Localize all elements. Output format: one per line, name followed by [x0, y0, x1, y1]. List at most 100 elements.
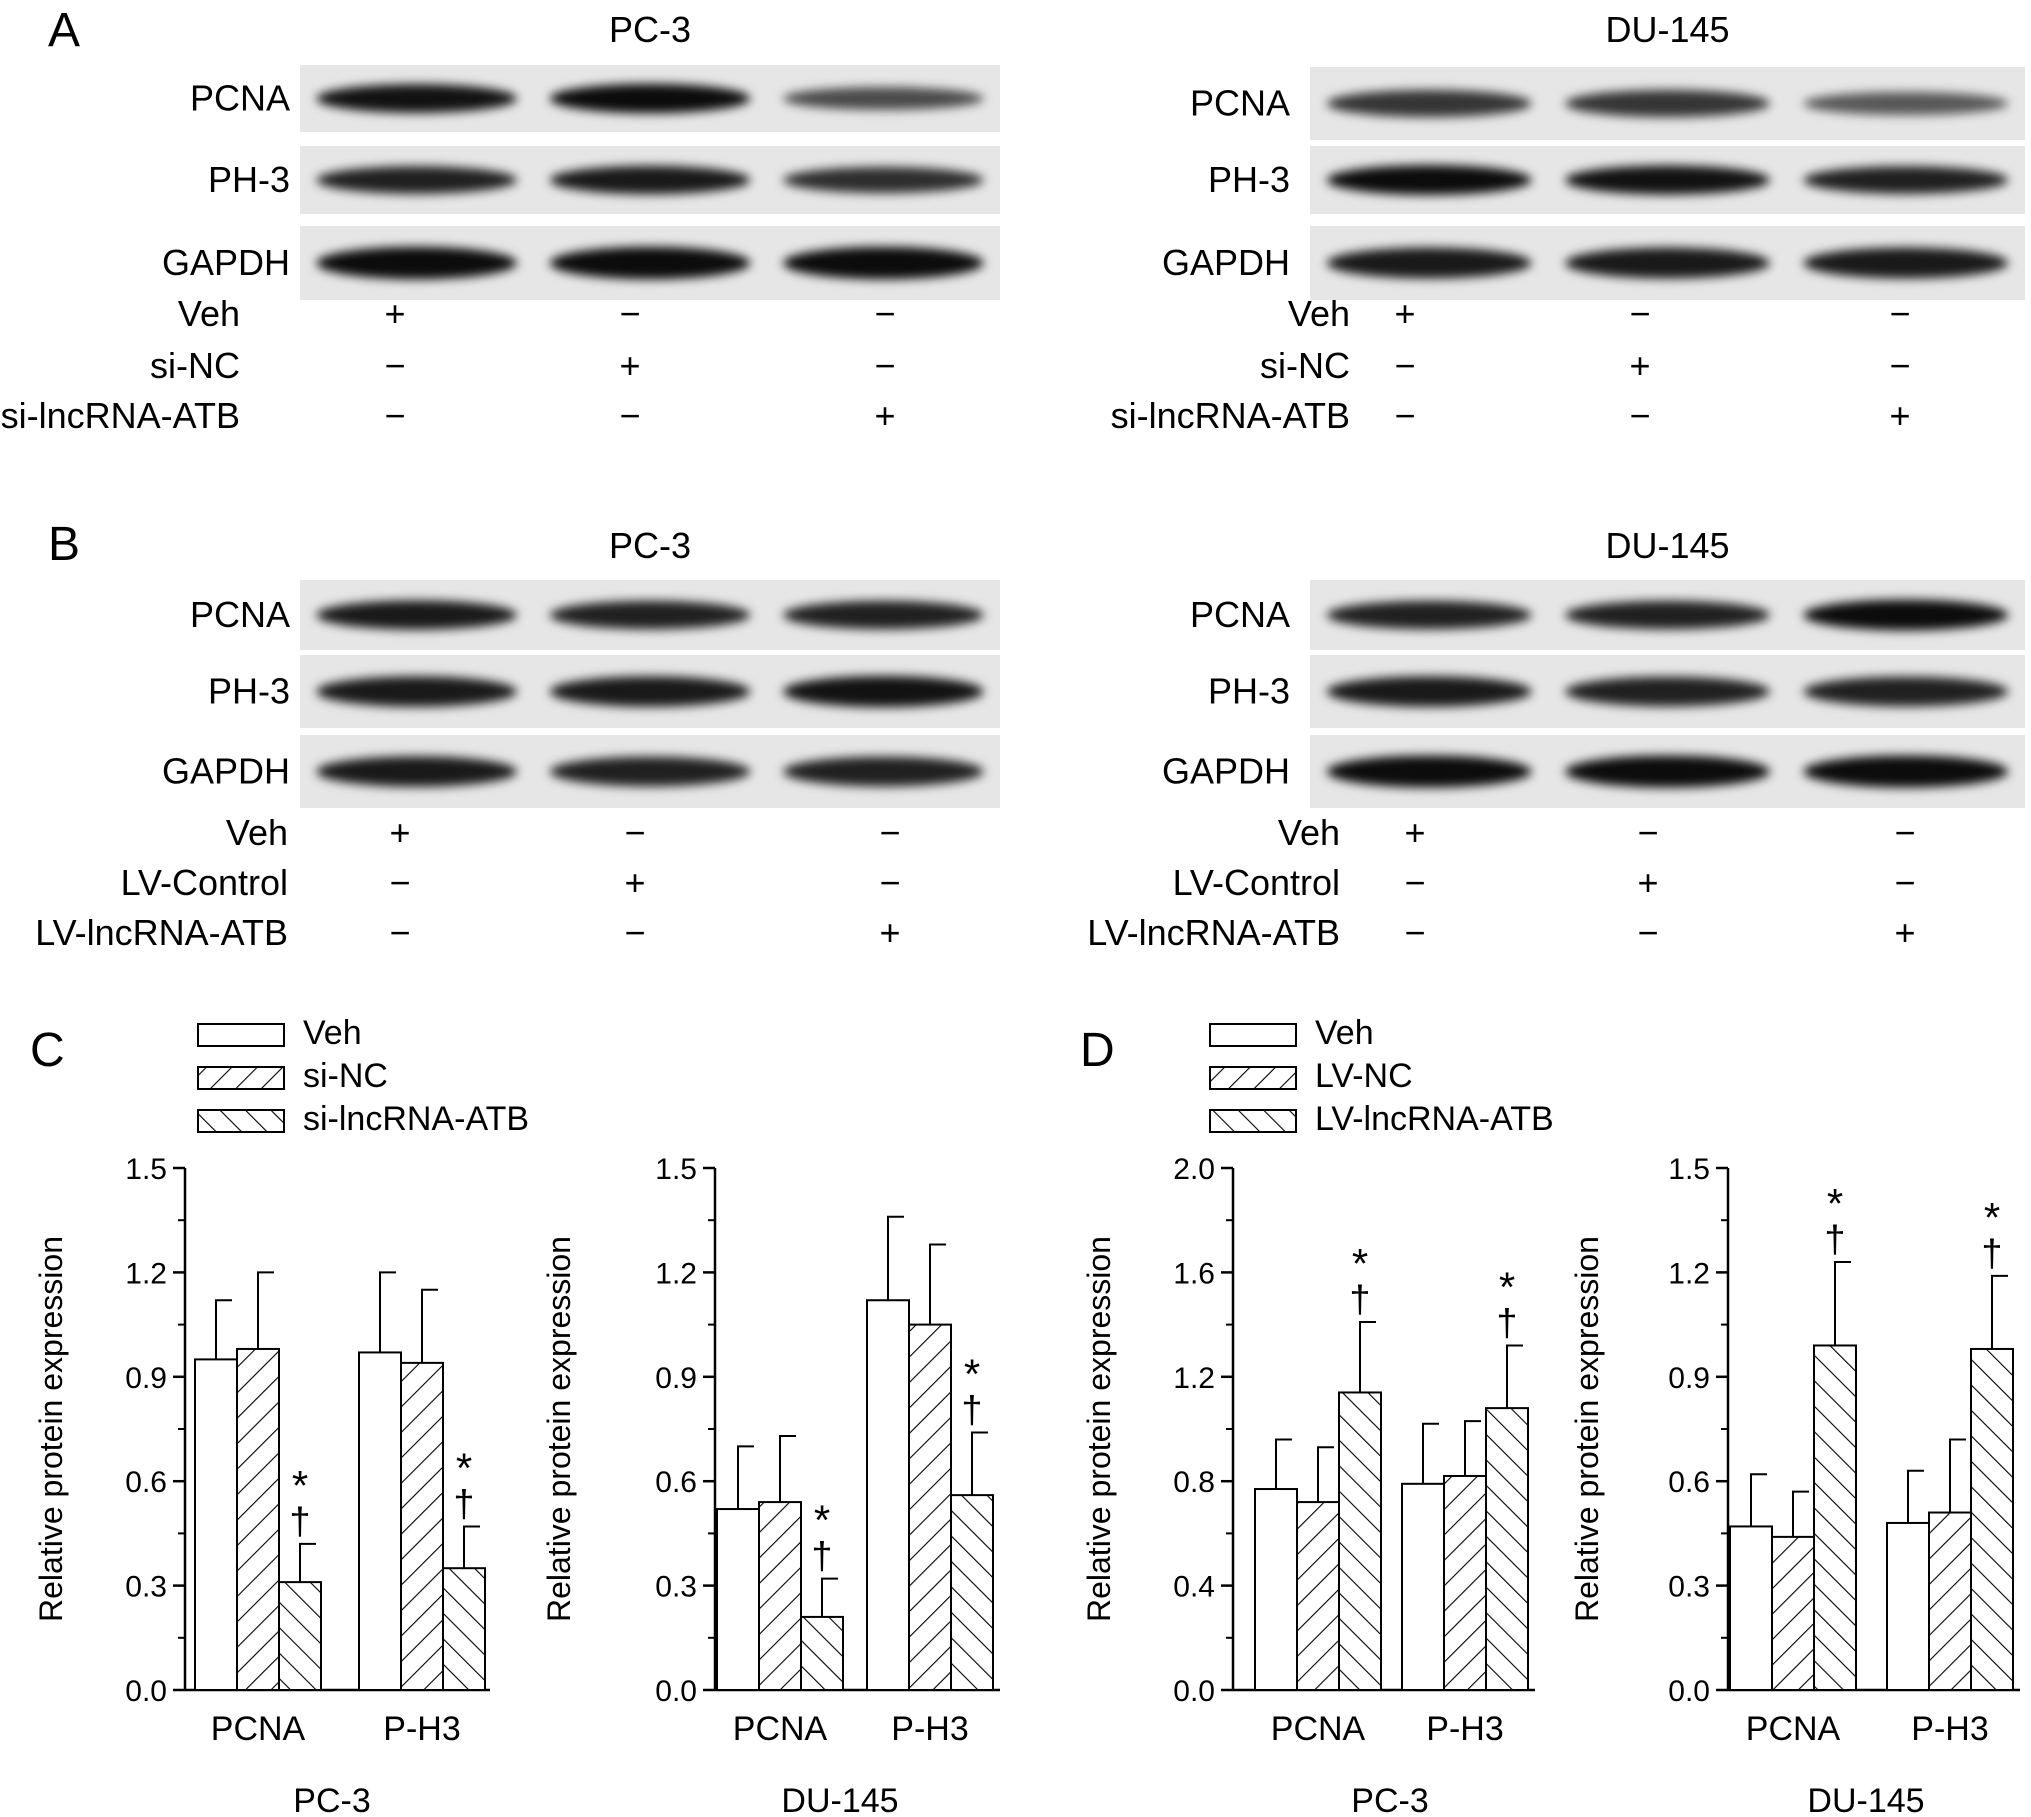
y-tick-label: 0.6: [655, 1466, 697, 1499]
minus-sign: −: [1637, 812, 1658, 853]
bar: [358, 1351, 402, 1691]
legend-swatch: [1209, 1109, 1297, 1133]
minus-sign: −: [1394, 395, 1415, 436]
significance-dagger: †: [1349, 1279, 1370, 1321]
significance-star: *: [814, 1497, 830, 1544]
plus-sign: +: [619, 345, 640, 386]
bar: [758, 1501, 802, 1691]
bar: [442, 1567, 486, 1691]
bar: [1338, 1391, 1382, 1691]
y-tick-label: 0.3: [125, 1571, 167, 1604]
bar: [800, 1615, 844, 1692]
band: [1565, 600, 1770, 630]
legend-label: si-lncRNA-ATB: [303, 1100, 529, 1138]
condition-label: Veh: [1288, 293, 1350, 334]
bar: [1485, 1407, 1529, 1691]
minus-sign: −: [1894, 862, 1915, 903]
band: [1565, 89, 1770, 118]
minus-sign: −: [389, 912, 410, 953]
plus-sign: +: [389, 812, 410, 853]
significance-dagger: †: [811, 1536, 832, 1578]
bar: [950, 1494, 994, 1691]
minus-sign: −: [1394, 345, 1415, 386]
chart-D-DU145: 0.0 0.3 0.6 0.9 1.2 1.5 Relative protein expre…: [1569, 1153, 2020, 1817]
minus-sign: −: [1889, 345, 1910, 386]
x-tick-label: PCNA: [211, 1710, 306, 1748]
legend-d: Veh LV-NC LV-lncRNA-ATB: [1209, 1014, 1554, 1138]
condition-label: LV-lncRNA-ATB: [1087, 912, 1340, 953]
bar: [1401, 1482, 1445, 1692]
legend-label: Veh: [303, 1014, 362, 1052]
band: [783, 675, 984, 708]
y-tick-label: 0.6: [125, 1466, 167, 1499]
significance-star: *: [1352, 1240, 1368, 1287]
condition-label: LV-Control: [1173, 862, 1340, 903]
y-tick-label: 1.2: [655, 1257, 697, 1290]
bar: [1443, 1474, 1487, 1691]
plus-sign: +: [1404, 812, 1425, 853]
y-axis-label: Relative protein expression: [33, 1236, 69, 1622]
chart-title: PC-3: [1351, 1782, 1428, 1817]
y-tick-label: 0.9: [655, 1362, 697, 1395]
band: [549, 83, 751, 114]
minus-sign: −: [1404, 912, 1425, 953]
y-tick-label: 1.6: [1173, 1257, 1215, 1290]
band: [549, 756, 751, 787]
x-tick-label: P-H3: [383, 1710, 460, 1748]
plus-sign: +: [1889, 395, 1910, 436]
minus-sign: −: [1889, 293, 1910, 334]
significance-dagger: †: [453, 1483, 474, 1525]
y-tick-label: 1.5: [1668, 1153, 1710, 1186]
band: [1565, 676, 1770, 707]
bar: [1254, 1488, 1298, 1692]
band: [549, 600, 751, 630]
protein-label: PCNA: [1190, 594, 1290, 635]
blot-title: PC-3: [609, 9, 691, 50]
band: [1326, 165, 1532, 195]
band: [1326, 676, 1532, 707]
condition-label: Veh: [178, 293, 240, 334]
y-tick-label: 0.9: [1668, 1362, 1710, 1395]
significance-star: *: [456, 1444, 472, 1491]
legend-swatch: [1209, 1023, 1297, 1047]
blot-A-DU145: DU-145 PCNA PH-3 GAPDH Veh + − − si-NC − + − si-lncR…: [1111, 9, 2025, 436]
minus-sign: −: [874, 293, 895, 334]
western-blots: PC-3 PCNA PH-3 GAPDH Veh + − − si-NC − + − si-lncRNA…: [1, 9, 2025, 953]
protein-label: GAPDH: [1162, 242, 1290, 283]
band: [1326, 89, 1532, 118]
y-tick-label: 1.2: [1668, 1257, 1710, 1290]
band: [783, 87, 984, 110]
protein-label: PH-3: [208, 159, 290, 200]
significance-star: *: [1499, 1263, 1515, 1310]
chart-title: DU-145: [781, 1782, 898, 1817]
bar: [1928, 1511, 1972, 1692]
protein-label: PCNA: [1190, 83, 1290, 124]
y-axis-label: Relative protein expression: [1081, 1236, 1117, 1622]
band: [316, 676, 517, 707]
x-tick-label: PCNA: [1271, 1710, 1366, 1748]
band: [316, 756, 517, 787]
band: [316, 166, 517, 194]
protein-label: PCNA: [190, 594, 290, 635]
band: [783, 600, 984, 630]
band: [549, 676, 751, 707]
x-tick-label: P-H3: [1911, 1710, 1988, 1748]
significance-star: *: [1827, 1180, 1843, 1227]
bar: [1813, 1344, 1857, 1691]
legend-label: si-NC: [303, 1057, 388, 1095]
band: [783, 756, 984, 787]
minus-sign: −: [619, 395, 640, 436]
legend-swatch: [197, 1066, 285, 1090]
blot-A-PC3: PC-3 PCNA PH-3 GAPDH Veh + − − si-NC − + − si-lncRNA…: [1, 9, 1000, 436]
bar: [1771, 1535, 1815, 1691]
y-tick-label: 0.8: [1173, 1466, 1215, 1499]
plus-sign: +: [384, 293, 405, 334]
x-tick-label: P-H3: [891, 1710, 968, 1748]
chart-title: DU-145: [1807, 1782, 1924, 1817]
condition-label: Veh: [226, 812, 288, 853]
legend-swatch: [197, 1109, 285, 1133]
plus-sign: +: [874, 395, 895, 436]
y-tick-label: 0.4: [1173, 1571, 1215, 1604]
plus-sign: +: [1637, 862, 1658, 903]
